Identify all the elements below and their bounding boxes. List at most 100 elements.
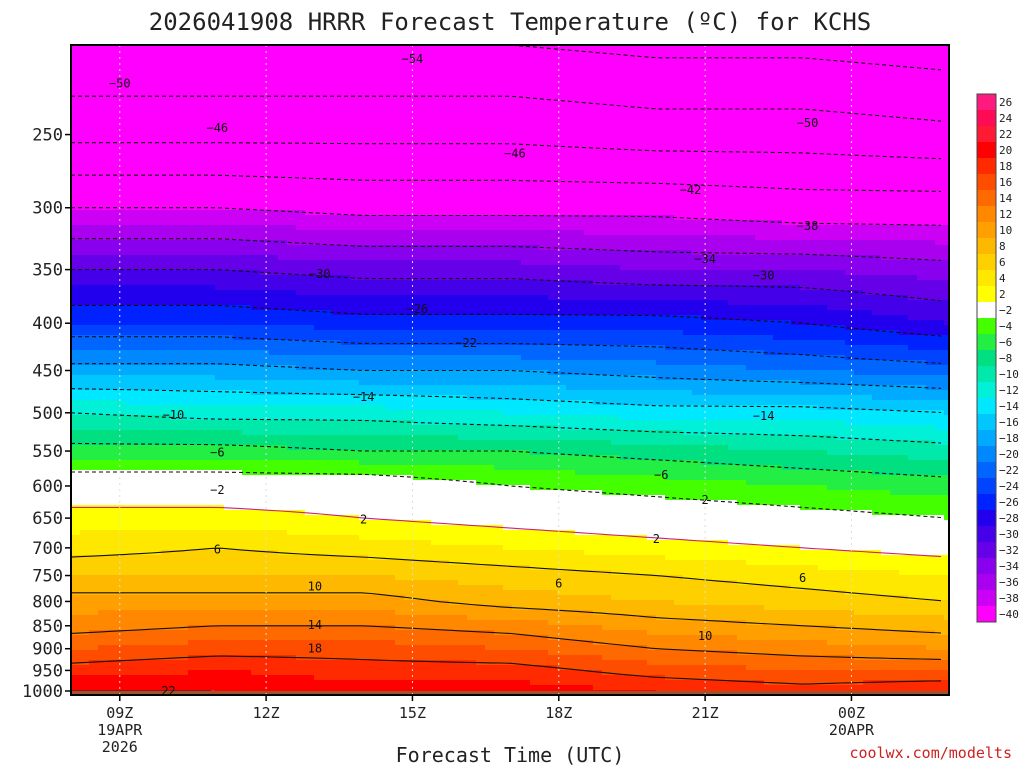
field-cell (143, 235, 153, 241)
field-cell (206, 585, 216, 591)
field-cell (71, 150, 81, 156)
field-cell (161, 580, 171, 586)
field-cell (305, 480, 315, 486)
field-cell (413, 145, 423, 151)
field-cell (152, 565, 162, 571)
field-cell (368, 110, 378, 116)
field-cell (215, 160, 225, 166)
field-cell (233, 155, 243, 161)
field-cell (206, 425, 216, 431)
field-cell (233, 185, 243, 191)
field-cell (269, 635, 279, 641)
field-cell (215, 130, 225, 136)
field-cell (404, 510, 414, 516)
field-cell (170, 525, 180, 531)
field-cell (107, 525, 117, 531)
field-cell (260, 435, 270, 441)
field-cell (89, 325, 99, 331)
field-cell (359, 565, 369, 571)
field-cell (368, 285, 378, 291)
field-cell (278, 405, 288, 411)
field-cell (71, 350, 81, 356)
field-cell (98, 515, 108, 521)
field-cell (269, 300, 279, 306)
field-cell (395, 185, 405, 191)
field-cell (404, 85, 414, 91)
field-cell (332, 295, 342, 301)
field-cell (341, 380, 351, 386)
field-cell (215, 475, 225, 481)
field-cell (170, 305, 180, 311)
field-cell (377, 655, 387, 661)
field-cell (188, 60, 198, 66)
field-cell (359, 540, 369, 546)
field-cell (116, 85, 126, 91)
field-cell (395, 280, 405, 286)
field-cell (251, 670, 261, 676)
field-cell (395, 435, 405, 441)
field-cell (170, 225, 180, 231)
field-cell (404, 280, 414, 286)
field-cell (197, 510, 207, 516)
field-cell (197, 440, 207, 446)
field-cell (386, 70, 396, 76)
field-cell (125, 235, 135, 241)
field-cell (359, 305, 369, 311)
field-cell (287, 565, 297, 571)
field-cell (287, 560, 297, 566)
field-cell (188, 325, 198, 331)
field-cell (134, 440, 144, 446)
field-cell (206, 380, 216, 386)
field-cell (98, 440, 108, 446)
field-cell (413, 245, 423, 251)
field-cell (143, 425, 153, 431)
field-cell (80, 110, 90, 116)
field-cell (71, 165, 81, 171)
field-cell (98, 470, 108, 476)
field-cell (386, 370, 396, 376)
field-cell (332, 615, 342, 621)
field-cell (377, 120, 387, 126)
field-cell (332, 600, 342, 606)
field-cell (395, 330, 405, 336)
field-cell (251, 345, 261, 351)
field-cell (278, 595, 288, 601)
field-cell (305, 65, 315, 71)
field-cell (269, 240, 279, 246)
field-cell (179, 435, 189, 441)
field-cell (377, 310, 387, 316)
field-cell (305, 270, 315, 276)
field-cell (269, 315, 279, 321)
field-cell (215, 675, 225, 681)
field-cell (71, 270, 81, 276)
field-cell (116, 455, 126, 461)
field-cell (359, 415, 369, 421)
field-cell (368, 440, 378, 446)
field-cell (350, 605, 360, 611)
field-cell (278, 330, 288, 336)
field-cell (197, 315, 207, 321)
field-cell (359, 150, 369, 156)
field-cell (125, 200, 135, 206)
field-cell (89, 540, 99, 546)
field-cell (179, 530, 189, 536)
field-cell (197, 270, 207, 276)
field-cell (359, 175, 369, 181)
field-cell (98, 650, 108, 656)
field-cell (323, 655, 333, 661)
field-cell (161, 280, 171, 286)
field-cell (314, 545, 324, 551)
field-cell (89, 190, 99, 196)
field-cell (323, 110, 333, 116)
field-cell (260, 210, 270, 216)
field-cell (359, 575, 369, 581)
field-cell (296, 320, 306, 326)
field-cell (125, 560, 135, 566)
field-cell (215, 630, 225, 636)
field-cell (296, 310, 306, 316)
field-cell (377, 570, 387, 576)
field-cell (107, 200, 117, 206)
field-cell (359, 45, 369, 51)
field-cell (395, 540, 405, 546)
field-cell (287, 345, 297, 351)
